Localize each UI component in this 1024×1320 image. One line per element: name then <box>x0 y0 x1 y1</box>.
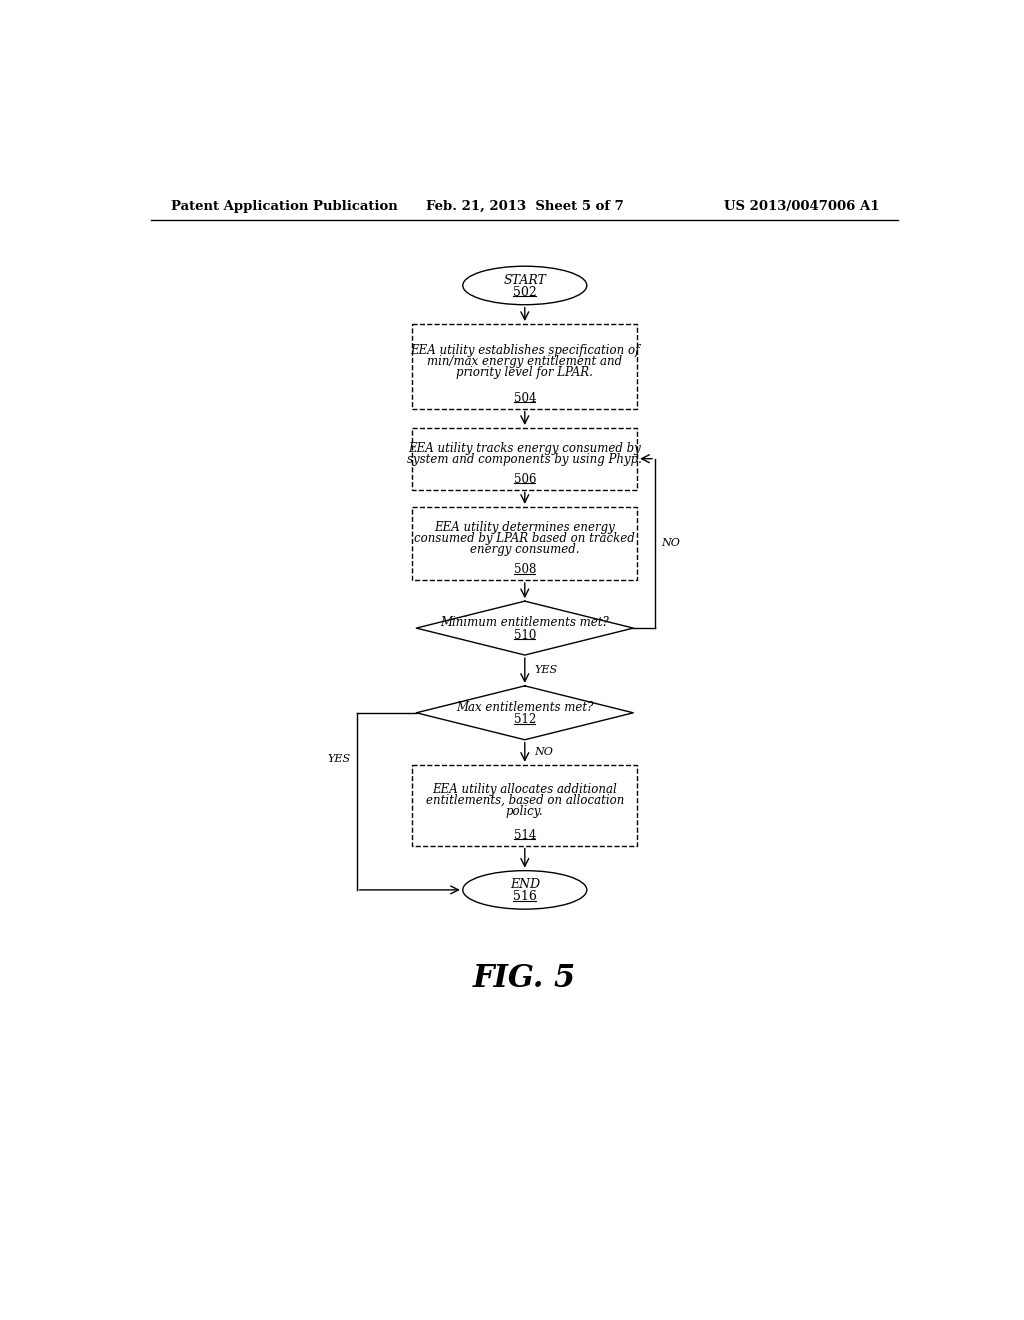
Text: 508: 508 <box>514 564 536 577</box>
Text: Minimum entitlements met?: Minimum entitlements met? <box>440 616 609 630</box>
Text: US 2013/0047006 A1: US 2013/0047006 A1 <box>724 199 880 213</box>
Text: system and components by using Phyp.: system and components by using Phyp. <box>408 453 642 466</box>
Text: 512: 512 <box>514 713 536 726</box>
Text: min/max energy entitlement and: min/max energy entitlement and <box>427 355 623 368</box>
Text: Patent Application Publication: Patent Application Publication <box>171 199 397 213</box>
Text: NO: NO <box>662 539 680 548</box>
Text: YES: YES <box>535 665 557 676</box>
Text: END: END <box>510 878 540 891</box>
Text: 506: 506 <box>514 473 536 486</box>
Text: START: START <box>504 273 546 286</box>
FancyBboxPatch shape <box>413 323 637 409</box>
Text: priority level for LPAR.: priority level for LPAR. <box>457 366 593 379</box>
Text: Feb. 21, 2013  Sheet 5 of 7: Feb. 21, 2013 Sheet 5 of 7 <box>426 199 624 213</box>
Text: 510: 510 <box>514 628 536 642</box>
Text: EEA utility tracks energy consumed by: EEA utility tracks energy consumed by <box>409 442 641 455</box>
Text: policy.: policy. <box>506 805 544 818</box>
Text: 504: 504 <box>514 392 536 405</box>
Text: YES: YES <box>328 754 350 764</box>
Text: consumed by LPAR based on tracked: consumed by LPAR based on tracked <box>415 532 635 545</box>
FancyBboxPatch shape <box>413 764 637 846</box>
Text: FIG. 5: FIG. 5 <box>473 964 577 994</box>
Text: 514: 514 <box>514 829 536 842</box>
Text: entitlements, based on allocation: entitlements, based on allocation <box>426 795 624 807</box>
Ellipse shape <box>463 871 587 909</box>
Text: energy consumed.: energy consumed. <box>470 543 580 556</box>
Text: NO: NO <box>535 747 553 758</box>
Text: EEA utility determines energy: EEA utility determines energy <box>434 521 615 535</box>
FancyBboxPatch shape <box>413 428 637 490</box>
Text: EEA utility allocates additional: EEA utility allocates additional <box>432 783 617 796</box>
Text: 516: 516 <box>513 890 537 903</box>
Polygon shape <box>417 686 633 739</box>
Text: 502: 502 <box>513 286 537 298</box>
Text: Max entitlements met?: Max entitlements met? <box>456 701 594 714</box>
FancyBboxPatch shape <box>413 507 637 579</box>
Text: EEA utility establishes specification of: EEA utility establishes specification of <box>410 345 640 358</box>
Polygon shape <box>417 601 633 655</box>
Ellipse shape <box>463 267 587 305</box>
